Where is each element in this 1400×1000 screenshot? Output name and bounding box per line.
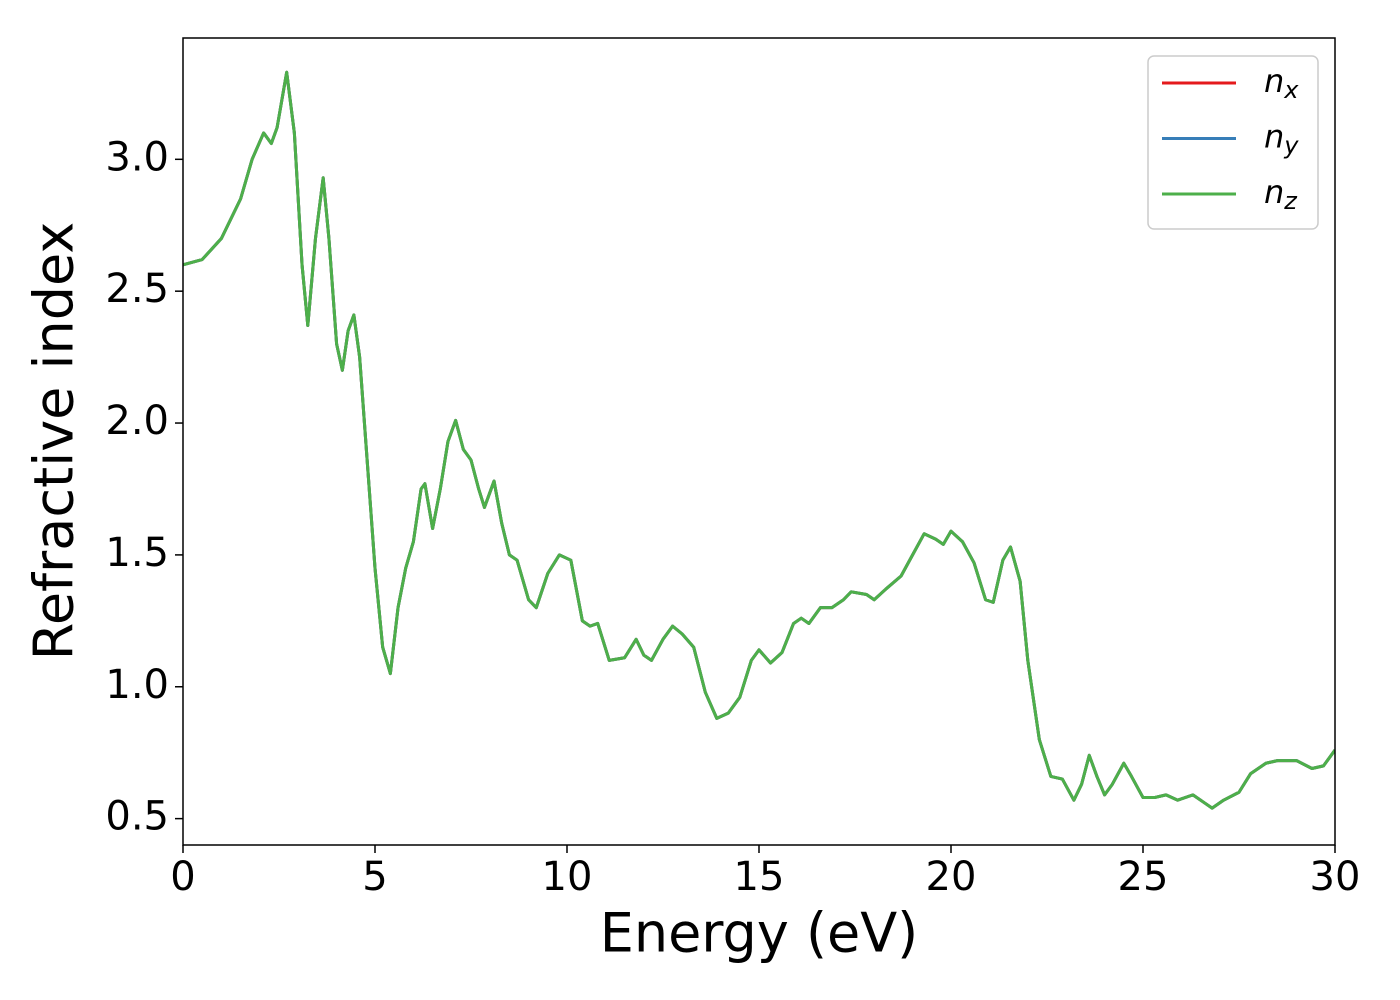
x-tick-label: 25 [1118, 854, 1169, 900]
y-tick-label: 1.0 [105, 662, 169, 708]
x-tick-label: 30 [1310, 854, 1361, 900]
y-tick-label: 2.0 [105, 398, 169, 444]
y-tick-label: 0.5 [105, 794, 169, 840]
x-axis-label: Energy (eV) [600, 902, 919, 965]
legend-label: ny [1264, 118, 1299, 160]
x-tick-label: 5 [362, 854, 387, 900]
x-tick-label: 15 [734, 854, 785, 900]
y-tick-label: 2.5 [105, 266, 169, 312]
legend-box [1147, 55, 1319, 230]
legend-label: nx [1264, 62, 1299, 104]
y-tick-label: 1.5 [105, 530, 169, 576]
x-tick-label: 0 [170, 854, 195, 900]
x-tick-label: 10 [542, 854, 593, 900]
x-tick-label: 20 [926, 854, 977, 900]
y-axis-label: Refractive index [23, 222, 86, 661]
series-line [183, 70, 1335, 810]
y-tick-label: 3.0 [105, 134, 169, 180]
plot-frame [182, 37, 1336, 846]
legend-label: nz [1264, 173, 1298, 215]
